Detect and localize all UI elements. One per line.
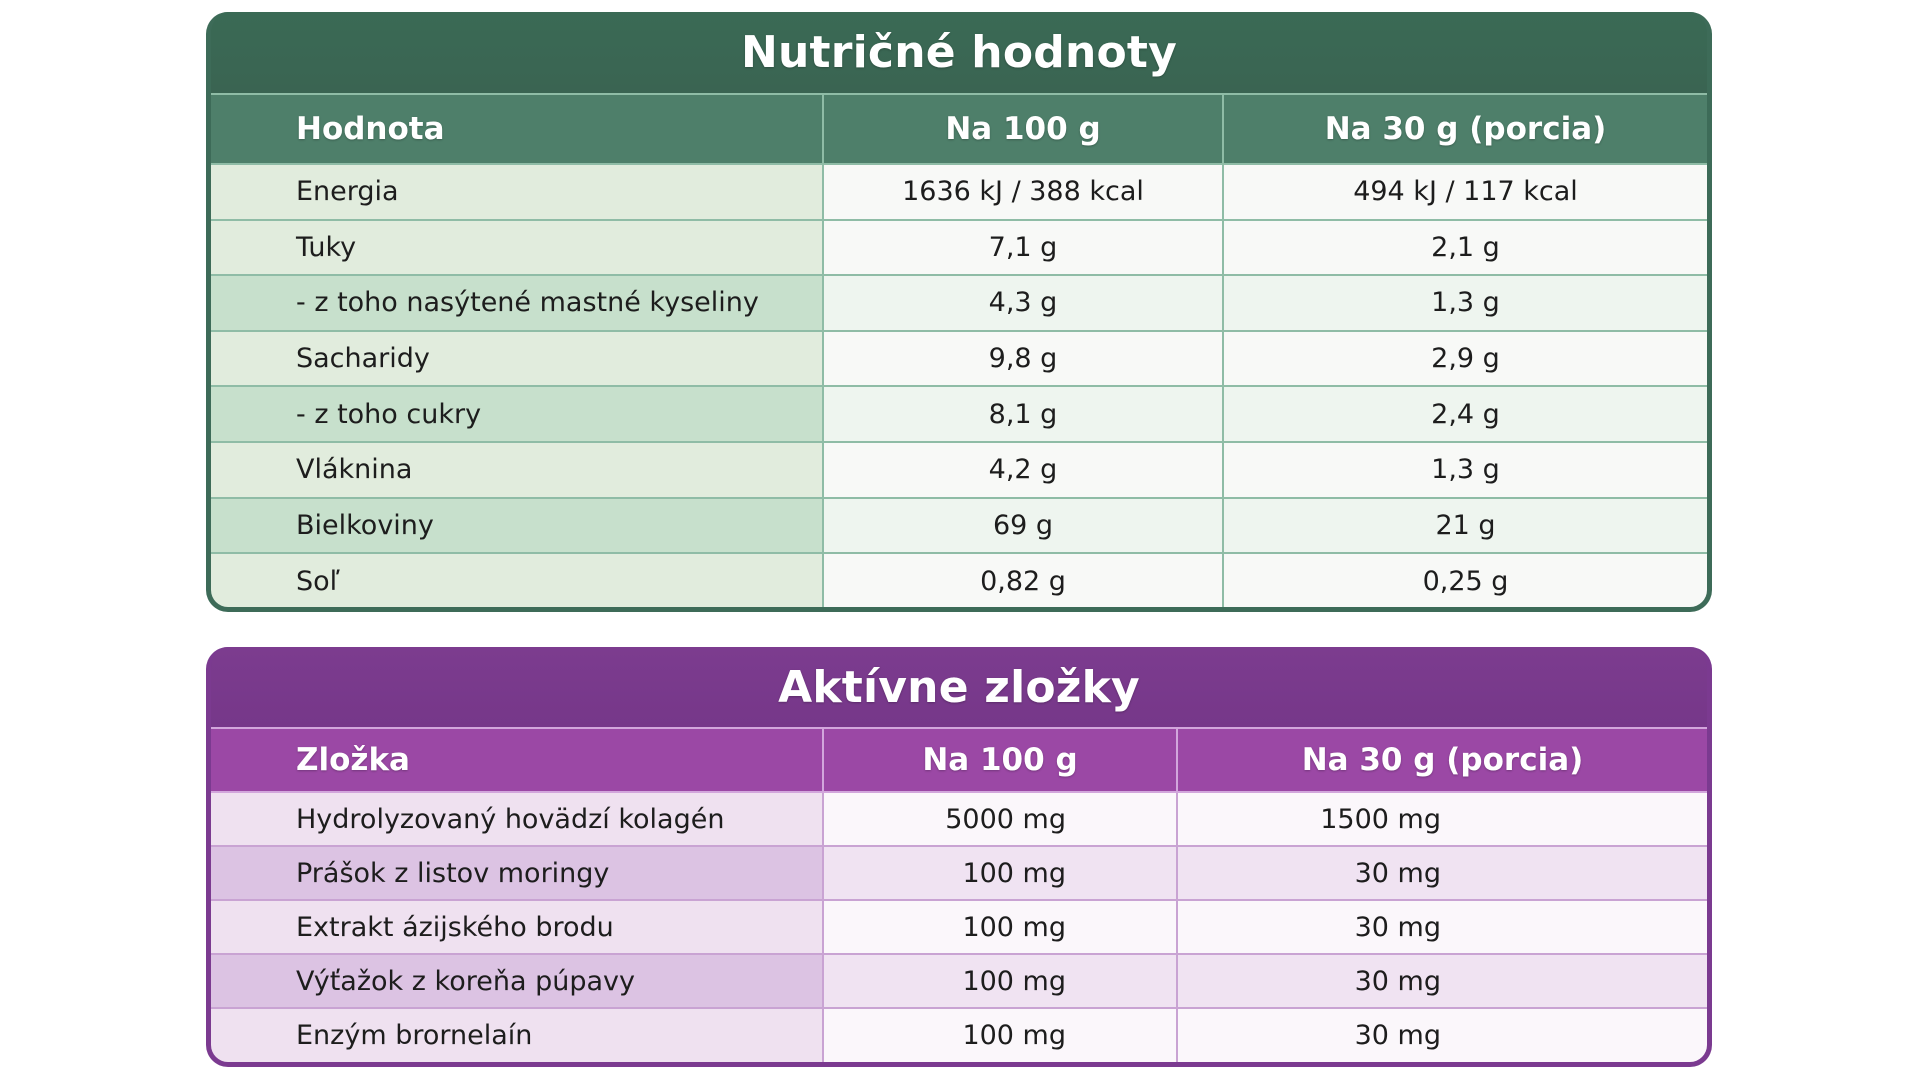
active-ingredients-title: Aktívne zložky xyxy=(211,647,1707,727)
active-ingredients-table: Zložka Na 100 g Na 30 g (porcia) Hydroly… xyxy=(211,727,1707,1062)
value-per-100g: 100 mg xyxy=(822,845,1178,901)
value-per-30g: 1,3 g xyxy=(1222,274,1707,332)
nutrient-name: Energia xyxy=(211,163,824,221)
value-per-100g: 4,3 g xyxy=(822,274,1224,332)
value-per-100g: 1636 kJ / 388 kcal xyxy=(822,163,1224,221)
nutrient-name: - z toho nasýtené mastné kyseliny xyxy=(211,274,824,332)
value-per-30g: 2,4 g xyxy=(1222,385,1707,443)
nutrition-table-card: Nutričné hodnoty Hodnota Na 100 g Na 30 … xyxy=(206,12,1712,612)
column-header-per-100g: Na 100 g xyxy=(822,93,1224,165)
active-ingredients-card: Aktívne zložky Zložka Na 100 g Na 30 g (… xyxy=(206,647,1712,1067)
column-header-per-100g: Na 100 g xyxy=(822,727,1178,793)
value-per-100g: 9,8 g xyxy=(822,329,1224,388)
table-row: Sacharidy 9,8 g 2,9 g xyxy=(211,329,1707,388)
value-per-100g: 69 g xyxy=(822,496,1224,555)
value-per-30g: 30 mg xyxy=(1176,899,1707,955)
value-per-100g: 4,2 g xyxy=(822,440,1224,499)
ingredient-name: Hydrolyzovaný hovädzí kolagén xyxy=(211,791,824,847)
value-per-100g: 0,82 g xyxy=(822,552,1224,607)
table-row: Enzým brornelaín 100 mg 30 mg xyxy=(211,1007,1707,1062)
nutrient-name: - z toho cukry xyxy=(211,385,824,443)
value-per-30g: 2,9 g xyxy=(1222,329,1707,388)
ingredient-name: Enzým brornelaín xyxy=(211,1007,824,1062)
table-row: Tuky 7,1 g 2,1 g xyxy=(211,218,1707,277)
ingredient-name: Prášok z listov moringy xyxy=(211,845,824,901)
table-row: Výťažok z koreňa púpavy 100 mg 30 mg xyxy=(211,953,1707,1009)
value-per-30g: 0,25 g xyxy=(1222,552,1707,607)
value-per-100g: 8,1 g xyxy=(822,385,1224,443)
nutrition-table: Hodnota Na 100 g Na 30 g (porcia) Energi… xyxy=(211,93,1707,607)
table-row: Energia 1636 kJ / 388 kcal 494 kJ / 117 … xyxy=(211,163,1707,221)
table-row: - z toho nasýtené mastné kyseliny 4,3 g … xyxy=(211,274,1707,332)
value-per-100g: 100 mg xyxy=(822,953,1178,1009)
table-row: Bielkoviny 69 g 21 g xyxy=(211,496,1707,555)
table-header-row: Zložka Na 100 g Na 30 g (porcia) xyxy=(211,727,1707,793)
column-header-per-30g: Na 30 g (porcia) xyxy=(1176,727,1707,793)
value-per-30g: 2,1 g xyxy=(1222,218,1707,277)
nutrient-name: Soľ xyxy=(211,552,824,607)
value-per-30g: 1500 mg xyxy=(1176,791,1707,847)
nutrient-name: Tuky xyxy=(211,218,824,277)
value-per-100g: 5000 mg xyxy=(822,791,1178,847)
ingredient-name: Výťažok z koreňa púpavy xyxy=(211,953,824,1009)
value-per-30g: 30 mg xyxy=(1176,845,1707,901)
nutrient-name: Bielkoviny xyxy=(211,496,824,555)
nutrient-name: Sacharidy xyxy=(211,329,824,388)
nutrient-name: Vláknina xyxy=(211,440,824,499)
value-per-100g: 7,1 g xyxy=(822,218,1224,277)
value-per-100g: 100 mg xyxy=(822,899,1178,955)
table-row: Vláknina 4,2 g 1,3 g xyxy=(211,440,1707,499)
table-row: Extrakt ázijského brodu 100 mg 30 mg xyxy=(211,899,1707,955)
column-header-per-30g: Na 30 g (porcia) xyxy=(1222,93,1707,165)
column-header-value: Hodnota xyxy=(211,93,824,165)
table-row: Prášok z listov moringy 100 mg 30 mg xyxy=(211,845,1707,901)
ingredient-name: Extrakt ázijského brodu xyxy=(211,899,824,955)
value-per-30g: 1,3 g xyxy=(1222,440,1707,499)
table-row: Hydrolyzovaný hovädzí kolagén 5000 mg 15… xyxy=(211,791,1707,847)
value-per-30g: 494 kJ / 117 kcal xyxy=(1222,163,1707,221)
table-row: Soľ 0,82 g 0,25 g xyxy=(211,552,1707,607)
value-per-30g: 30 mg xyxy=(1176,1007,1707,1062)
value-per-100g: 100 mg xyxy=(822,1007,1178,1062)
table-header-row: Hodnota Na 100 g Na 30 g (porcia) xyxy=(211,93,1707,165)
table-row: - z toho cukry 8,1 g 2,4 g xyxy=(211,385,1707,443)
nutrition-title: Nutričné hodnoty xyxy=(211,12,1707,93)
value-per-30g: 30 mg xyxy=(1176,953,1707,1009)
value-per-30g: 21 g xyxy=(1222,496,1707,555)
column-header-ingredient: Zložka xyxy=(211,727,824,793)
